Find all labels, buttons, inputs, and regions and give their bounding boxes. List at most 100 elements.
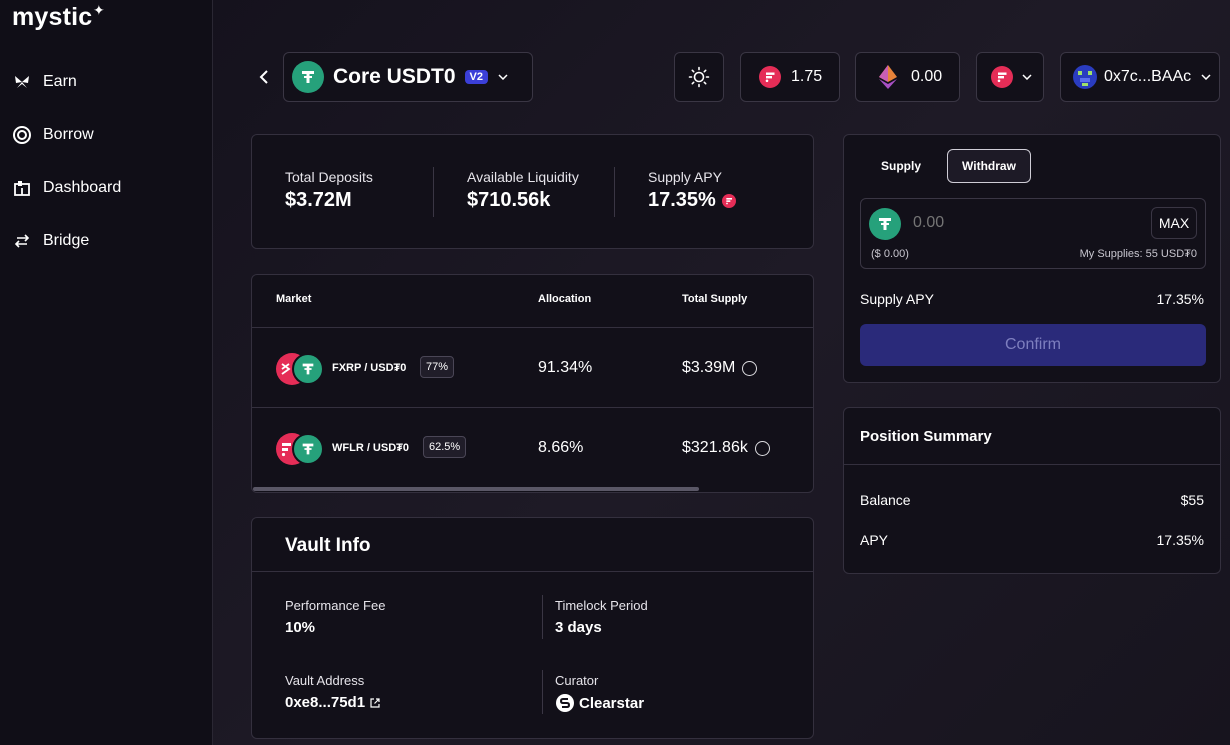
sidebar-item-label: Dashboard <box>43 179 122 196</box>
column-header-allocation: Allocation <box>538 293 592 305</box>
column-header-total-supply: Total Supply <box>682 293 748 305</box>
curator-link[interactable]: Clearstar <box>555 693 644 713</box>
my-supplies: My Supplies: 55 USD₮0 <box>1079 248 1197 260</box>
confirm-button[interactable]: Confirm <box>860 324 1206 366</box>
vault-name: Core USDT0 <box>333 65 456 88</box>
logo[interactable]: mystic ✦ <box>12 2 105 31</box>
sidebar-item-dashboard[interactable]: Dashboard <box>12 173 202 203</box>
divider <box>542 595 543 639</box>
available-liquidity-value: $710.56k <box>467 189 551 211</box>
chevron-left-icon <box>259 70 268 84</box>
balance-value: $55 <box>1180 492 1204 508</box>
total-supply-value: $3.39M <box>682 359 736 376</box>
supply-apy-value: 17.35% <box>648 189 716 211</box>
available-liquidity-label: Available Liquidity <box>467 169 579 185</box>
eth-balance-button[interactable]: 0.00 <box>855 52 960 102</box>
butterfly-icon <box>12 72 32 92</box>
vault-info-title: Vault Info <box>285 535 371 556</box>
total-supply-value: $321.86k <box>682 439 748 456</box>
flare-balance-button[interactable]: 1.75 <box>740 52 840 102</box>
ethereum-icon <box>879 65 897 89</box>
logo-spark: ✦ <box>93 2 105 18</box>
divider <box>433 167 434 217</box>
apy-label: APY <box>860 532 889 548</box>
timelock-label: Timelock Period <box>555 598 648 613</box>
allocation-value: 91.34% <box>538 359 593 376</box>
avatar <box>1073 65 1097 89</box>
supply-apy-value: 17.35% <box>1156 291 1204 307</box>
curator-label: Curator <box>555 673 599 688</box>
total-deposits-value: $3.72M <box>285 189 352 211</box>
bridge-arrows-icon <box>12 231 32 251</box>
market-name: WFLR / USD₮0 <box>332 442 409 454</box>
apy-value: 17.35% <box>1156 532 1204 548</box>
performance-fee-label: Performance Fee <box>285 598 386 613</box>
sun-icon <box>688 66 710 88</box>
usdt0-token-icon <box>292 433 324 465</box>
balance-label: Balance <box>860 492 911 508</box>
position-summary-title: Position Summary <box>860 428 992 445</box>
sidebar-item-earn[interactable]: Earn <box>12 67 202 97</box>
supply-withdraw-panel: Supply Withdraw MAX ($ 0.00) My Supplies… <box>843 134 1221 383</box>
flare-rewards-icon[interactable] <box>721 193 736 208</box>
flare-network-icon <box>991 66 1013 88</box>
total-deposits-stat: Total Deposits $3.72M <box>285 169 373 212</box>
lltv-badge: 77% <box>420 356 455 378</box>
usdt0-token-icon <box>869 208 901 240</box>
vault-address-value: 0xe8...75d1 <box>285 694 366 711</box>
timelock-value: 3 days <box>555 619 602 636</box>
dashboard-icon <box>12 178 32 198</box>
network-selector[interactable] <box>976 52 1044 102</box>
max-button[interactable]: MAX <box>1151 207 1197 239</box>
performance-fee-value: 10% <box>285 619 316 636</box>
lltv-badge: 62.5% <box>423 436 467 458</box>
back-button[interactable] <box>255 66 273 88</box>
theme-toggle-button[interactable] <box>674 52 724 102</box>
divider <box>844 464 1220 465</box>
divider <box>252 571 813 572</box>
total-deposits-label: Total Deposits <box>285 169 373 185</box>
wallet-button[interactable]: 0x7c...BAAc <box>1060 52 1220 102</box>
vault-selector[interactable]: Core USDT0 V2 <box>283 52 533 102</box>
usd-value: ($ 0.00) <box>871 248 909 260</box>
amount-input[interactable] <box>913 211 1133 235</box>
sidebar-item-label: Earn <box>43 73 77 90</box>
version-badge: V2 <box>464 70 488 84</box>
fxrp-usdt0-pair-icon <box>276 352 326 386</box>
markets-table: Market Allocation Total Supply FXRP / US… <box>251 274 814 493</box>
select-market-radio[interactable] <box>742 360 758 376</box>
curator-value: Clearstar <box>579 694 645 712</box>
supply-apy-label: Supply APY <box>860 291 934 307</box>
horizontal-scrollbar[interactable] <box>253 487 699 491</box>
sidebar-item-bridge[interactable]: Bridge <box>12 226 202 256</box>
position-summary-card: Position Summary Balance $55 APY 17.35% <box>843 407 1221 574</box>
divider <box>614 167 615 217</box>
eth-balance: 0.00 <box>911 68 943 85</box>
allocation-value: 8.66% <box>538 439 584 456</box>
vault-address-label: Vault Address <box>285 673 365 688</box>
available-liquidity-stat: Available Liquidity $710.56k <box>467 169 579 212</box>
ring-icon <box>12 125 32 145</box>
vault-stats-card: Total Deposits $3.72M Available Liquidit… <box>251 134 814 249</box>
external-link-icon <box>370 697 380 708</box>
chevron-down-icon <box>1022 74 1032 80</box>
divider <box>542 670 543 714</box>
table-row[interactable]: FXRP / USD₮0 77% 91.34% $3.39M <box>252 327 813 407</box>
tab-withdraw[interactable]: Withdraw <box>947 149 1031 183</box>
usdt0-token-icon <box>292 61 324 93</box>
vault-address-link[interactable]: 0xe8...75d1 <box>285 694 380 711</box>
flare-balance: 1.75 <box>791 68 823 85</box>
amount-input-box: MAX ($ 0.00) My Supplies: 55 USD₮0 <box>860 198 1206 269</box>
wflr-usdt0-pair-icon <box>276 432 326 466</box>
table-row[interactable]: WFLR / USD₮0 62.5% 8.66% $321.86k <box>252 407 813 487</box>
sidebar: mystic ✦ Earn Borrow Dashboard Bridge <box>0 0 213 745</box>
tab-supply[interactable]: Supply <box>880 159 921 173</box>
supply-apy-stat: Supply APY 17.35% <box>648 169 736 212</box>
wallet-address: 0x7c...BAAc <box>1104 68 1192 85</box>
column-header-market: Market <box>276 293 312 305</box>
sidebar-item-label: Borrow <box>43 126 94 143</box>
sidebar-item-borrow[interactable]: Borrow <box>12 120 202 150</box>
vault-info-card: Vault Info Performance Fee 10% Timelock … <box>251 517 814 739</box>
select-market-radio[interactable] <box>754 440 770 456</box>
usdt0-token-icon <box>292 353 324 385</box>
